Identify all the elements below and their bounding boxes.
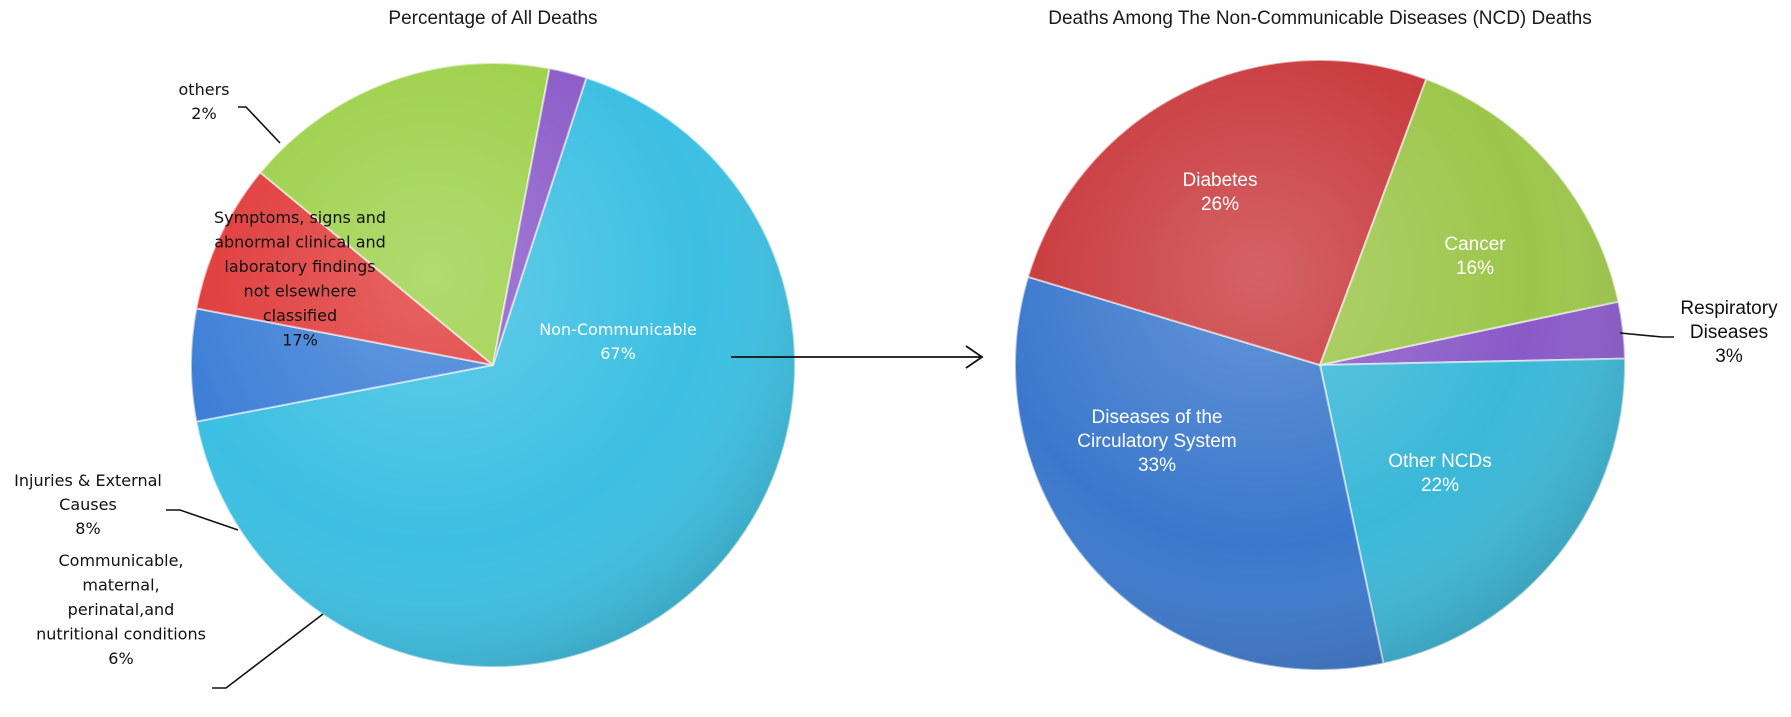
label-line: abnormal clinical and	[214, 232, 386, 251]
label-other-ncds: Other NCDs 22%	[1388, 451, 1491, 496]
label-line: Communicable,	[59, 551, 184, 570]
label-line: classified	[263, 306, 337, 325]
label-cancer: Cancer 16%	[1444, 234, 1506, 279]
label-line: 6%	[108, 649, 133, 668]
right-pie	[1014, 59, 1626, 671]
label-line: Cancer	[1444, 234, 1506, 255]
label-line: 16%	[1456, 258, 1494, 279]
label-non-communicable: Non-Communicable 67%	[539, 320, 697, 363]
label-line: 8%	[75, 519, 100, 538]
label-line: Diseases	[1690, 322, 1768, 343]
label-others: others 2%	[179, 80, 230, 123]
label-line: 26%	[1201, 194, 1239, 215]
label-line: others	[179, 80, 230, 99]
label-line: Non-Communicable	[539, 320, 697, 339]
label-line: Symptoms, signs and	[214, 208, 386, 227]
label-line: 2%	[191, 104, 216, 123]
label-line: not elsewhere	[244, 281, 357, 300]
label-communicable: Communicable, maternal, perinatal,and nutri…	[36, 551, 206, 668]
label-circulatory-system: Diseases of the Circulatory System 33%	[1077, 407, 1236, 476]
label-line: Causes	[59, 495, 117, 514]
label-diabetes: Diabetes 26%	[1183, 170, 1258, 215]
leader-others	[238, 106, 281, 144]
leader-injuries	[166, 509, 239, 531]
leader-respiratory	[1619, 332, 1674, 338]
label-line: perinatal,and	[68, 600, 175, 619]
left-pie	[190, 62, 796, 668]
leader-communicable	[212, 613, 324, 689]
label-line: Injuries & External	[14, 471, 162, 490]
label-line: Circulatory System	[1077, 431, 1236, 452]
label-line: Respiratory	[1680, 298, 1778, 319]
right-chart-title: Deaths Among The Non-Communicable Diseas…	[1048, 8, 1592, 29]
label-line: 67%	[600, 344, 636, 363]
label-respiratory-diseases: Respiratory Diseases 3%	[1680, 298, 1778, 367]
label-line: Other NCDs	[1388, 451, 1491, 472]
label-symptoms-signs: Symptoms, signs and abnormal clinical and…	[214, 208, 386, 350]
label-line: nutritional conditions	[36, 625, 206, 644]
label-line: 3%	[1715, 346, 1743, 367]
connector-arrow	[731, 345, 984, 369]
label-line: 33%	[1138, 455, 1176, 476]
label-injuries-external: Injuries & External Causes 8%	[14, 471, 162, 538]
label-line: 22%	[1421, 475, 1459, 496]
label-line: 17%	[282, 330, 318, 349]
label-line: Diabetes	[1183, 170, 1258, 191]
label-line: Diseases of the	[1092, 407, 1223, 428]
label-line: laboratory findings	[224, 257, 375, 276]
label-line: maternal,	[82, 576, 159, 595]
left-chart-title: Percentage of All Deaths	[388, 8, 597, 29]
